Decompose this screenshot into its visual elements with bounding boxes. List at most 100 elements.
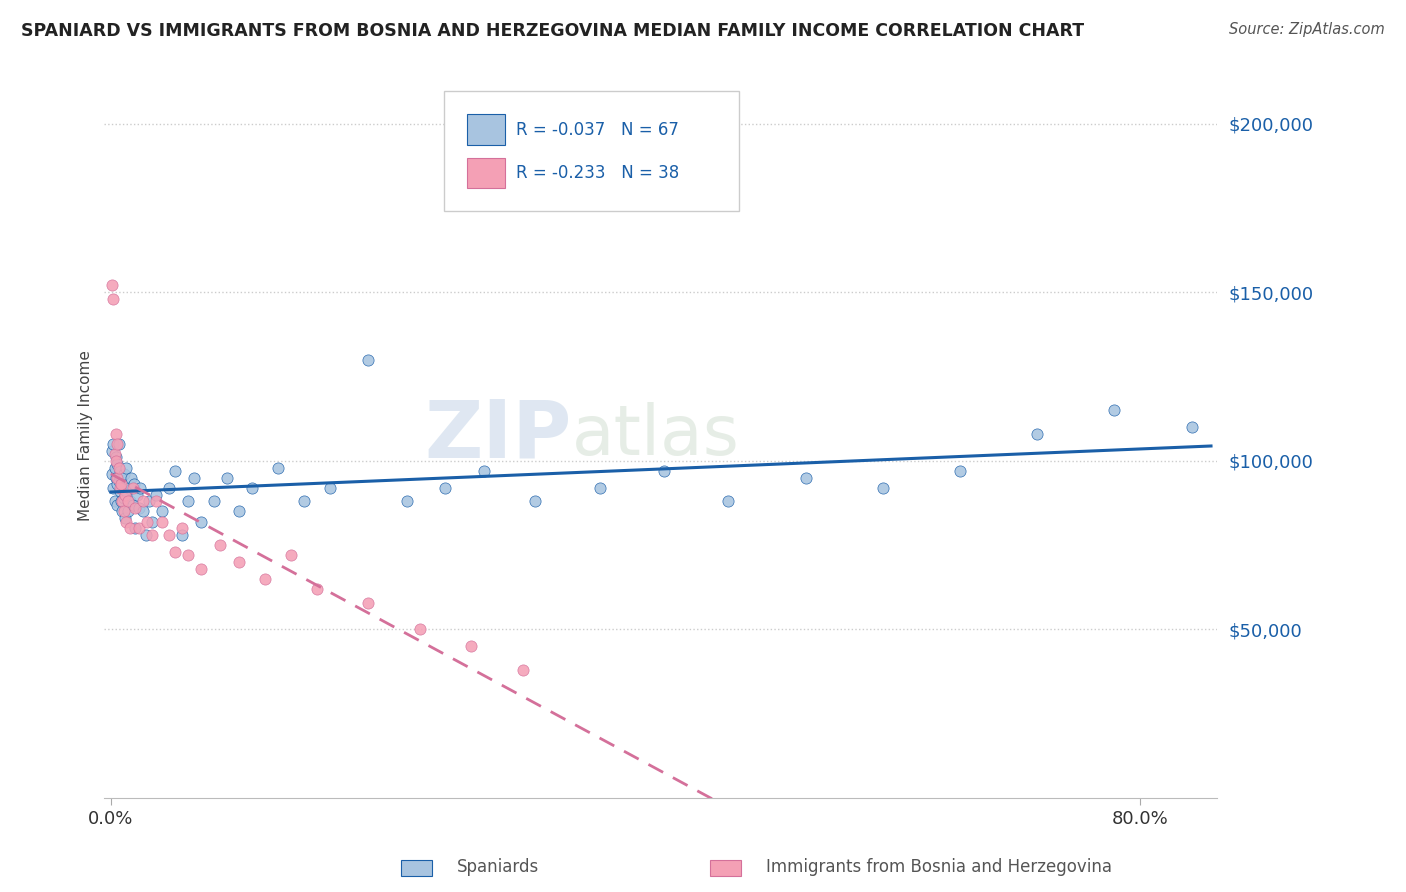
Point [115, 484, 138, 499]
Point [111, 481, 134, 495]
Point [112, 491, 135, 505]
Point [110, 477, 132, 491]
Point [128, 501, 150, 516]
Point [105, 498, 128, 512]
Point [177, 549, 200, 563]
Point [104, 447, 127, 461]
Point [112, 504, 135, 518]
Point [472, 464, 495, 478]
Text: ZIP: ZIP [425, 397, 572, 475]
FancyBboxPatch shape [444, 91, 738, 211]
Point [209, 538, 232, 552]
Point [108, 464, 131, 478]
Point [104, 494, 127, 508]
Point [150, 504, 173, 518]
Point [104, 454, 127, 468]
Point [108, 481, 131, 495]
Point [165, 464, 187, 478]
Point [145, 487, 167, 501]
Point [129, 481, 152, 495]
Point [794, 471, 817, 485]
Point [105, 457, 128, 471]
Point [128, 521, 150, 535]
FancyBboxPatch shape [467, 158, 505, 188]
Point [132, 504, 155, 518]
Point [104, 426, 127, 441]
Point [150, 515, 173, 529]
Point [170, 521, 193, 535]
Point [107, 474, 129, 488]
Point [115, 460, 138, 475]
Point [318, 481, 340, 495]
Point [228, 504, 250, 518]
Point [141, 515, 163, 529]
Point [105, 477, 128, 491]
Text: atlas: atlas [572, 402, 740, 469]
Point [280, 549, 302, 563]
Point [512, 663, 534, 677]
Point [117, 494, 139, 508]
Text: SPANIARD VS IMMIGRANTS FROM BOSNIA AND HERZEGOVINA MEDIAN FAMILY INCOME CORRELAT: SPANIARD VS IMMIGRANTS FROM BOSNIA AND H… [21, 22, 1084, 40]
Point [107, 437, 129, 451]
Point [949, 464, 972, 478]
Point [111, 504, 134, 518]
Point [103, 481, 125, 495]
Point [103, 292, 125, 306]
Point [165, 545, 187, 559]
Point [114, 511, 136, 525]
Point [108, 484, 131, 499]
Text: Source: ZipAtlas.com: Source: ZipAtlas.com [1229, 22, 1385, 37]
Point [395, 494, 418, 508]
Point [104, 471, 127, 485]
Point [305, 582, 328, 596]
Point [121, 481, 143, 495]
Point [103, 437, 125, 451]
Point [104, 450, 127, 465]
Point [190, 515, 212, 529]
Point [357, 352, 380, 367]
Point [589, 481, 612, 495]
Point [132, 494, 155, 508]
Point [104, 460, 127, 475]
Point [101, 443, 124, 458]
Point [292, 494, 315, 508]
Point [240, 481, 263, 495]
Point [117, 504, 139, 518]
Point [254, 572, 277, 586]
Point [124, 521, 146, 535]
Point [190, 562, 212, 576]
Text: Immigrants from Bosnia and Herzegovina: Immigrants from Bosnia and Herzegovina [766, 858, 1112, 876]
Point [157, 481, 180, 495]
Point [652, 464, 675, 478]
Point [124, 501, 146, 516]
Point [1181, 420, 1204, 434]
Point [267, 460, 290, 475]
Point [357, 595, 380, 609]
Point [177, 494, 200, 508]
Point [101, 467, 124, 482]
Point [135, 528, 157, 542]
Point [460, 640, 482, 654]
Text: Spaniards: Spaniards [457, 858, 538, 876]
Point [202, 494, 225, 508]
Point [228, 555, 250, 569]
Point [170, 528, 193, 542]
Point [105, 437, 128, 451]
Point [215, 471, 238, 485]
Point [183, 471, 205, 485]
Point [524, 494, 547, 508]
Point [1104, 403, 1126, 417]
Point [115, 515, 138, 529]
Point [157, 528, 180, 542]
Point [110, 471, 132, 485]
Point [114, 487, 136, 501]
Point [105, 471, 128, 485]
FancyBboxPatch shape [467, 114, 505, 145]
Point [1026, 426, 1049, 441]
Point [122, 477, 145, 491]
Point [107, 460, 129, 475]
Point [145, 494, 167, 508]
Point [434, 481, 457, 495]
Point [135, 515, 157, 529]
Point [118, 481, 141, 495]
